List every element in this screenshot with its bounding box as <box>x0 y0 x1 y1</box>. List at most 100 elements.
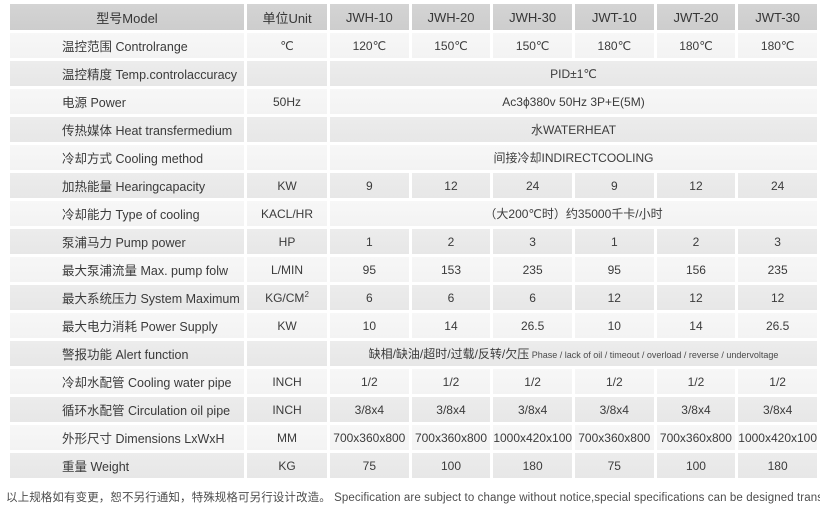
row-label: 温控精度 Temp.controlaccuracy <box>10 61 244 86</box>
value-cell: 3 <box>493 229 572 254</box>
value-cell: 6 <box>411 285 491 310</box>
value-cell: 1/2 <box>330 369 409 394</box>
value-cell: 75 <box>330 453 409 478</box>
spec-row: 外形尺寸 Dimensions LxWxH MM 700x360x800 700x36… <box>10 425 817 450</box>
value-cell: 156 <box>656 257 736 282</box>
merged-value-cell: 缺相/缺油/超时/过载/反转/欠压 Phase / lack of oil / … <box>330 341 817 366</box>
header-cell-jwh-30: JWH-30 <box>493 4 572 30</box>
merged-value-cell: 间接冷却INDIRECTCOOLING <box>330 145 817 170</box>
spec-row: 最大系统压力 System Maximum PressureKG/CM26661… <box>10 285 817 310</box>
spec-row: 传热媒体 Heat transfermedium 水WATERHEAT <box>10 117 817 142</box>
row-label: 最大泵浦流量 Max. pump folw <box>10 257 244 282</box>
value-cell: 2 <box>656 229 736 254</box>
value-cell: 3/8x4 <box>330 397 409 422</box>
merged-value-cell: 水WATERHEAT <box>330 117 817 142</box>
value-cell: 700x360x800 <box>330 425 409 450</box>
row-label: 冷却方式 Cooling method <box>10 145 244 170</box>
value-cell: 150℃ <box>493 33 572 58</box>
value-cell: 24 <box>493 173 572 198</box>
value-cell: 12 <box>656 285 736 310</box>
value-cell: 235 <box>738 257 817 282</box>
spec-row: 泵浦马力 Pump power HP 1 2 3 1 2 3 <box>10 229 817 254</box>
value-cell: 6 <box>330 285 409 310</box>
value-cell: 180℃ <box>574 33 654 58</box>
value-cell: 2 <box>411 229 491 254</box>
row-label: 冷却能力 Type of cooling <box>10 201 244 226</box>
row-label: 警报功能 Alert function <box>10 341 244 366</box>
value-cell: 120℃ <box>330 33 409 58</box>
value-cell: 235 <box>493 257 572 282</box>
unit-cell <box>247 341 327 366</box>
spec-table-header-row: 型号Model 单位Unit JWH-10 JWH-20 JWH-30 JWT-10 JWT… <box>10 4 817 30</box>
row-label: 泵浦马力 Pump power <box>10 229 244 254</box>
value-cell: 26.5 <box>738 313 817 338</box>
header-cell-jwh-20: JWH-20 <box>411 4 491 30</box>
value-cell: 1000x420x1000 <box>493 425 572 450</box>
footer-note-en: Specification are subject to change with… <box>334 492 820 504</box>
unit-cell: HP <box>247 229 327 254</box>
header-cell-unit: 单位Unit <box>247 4 327 30</box>
value-cell: 1/2 <box>493 369 572 394</box>
value-cell: 75 <box>574 453 654 478</box>
row-label: 重量 Weight <box>10 453 244 478</box>
spec-table: 型号Model 单位Unit JWH-10 JWH-20 JWH-30 JWT-10 JWT… <box>7 1 820 481</box>
value-cell: 3/8x4 <box>656 397 736 422</box>
row-label: 最大系统压力 System Maximum Pressure <box>10 285 244 310</box>
value-cell: 3/8x4 <box>493 397 572 422</box>
row-label: 温控范围 Controlrange <box>10 33 244 58</box>
value-cell: 9 <box>330 173 409 198</box>
value-cell: 180℃ <box>738 33 817 58</box>
value-cell: 100 <box>411 453 491 478</box>
footer-note: 以上规格如有变更，恕不另行通知，特殊规格可另行设计改造。 Specificati… <box>6 489 820 505</box>
value-cell: 1 <box>574 229 654 254</box>
unit-cell <box>247 61 327 86</box>
spec-row: 加热能量 Hearingcapacity KW 9 12 24 9 12 24 <box>10 173 817 198</box>
unit-cell: L/MIN <box>247 257 327 282</box>
value-cell: 1/2 <box>574 369 654 394</box>
value-cell: 700x360x800 <box>411 425 491 450</box>
value-cell: 153 <box>411 257 491 282</box>
merged-value-cell: PID±1℃ <box>330 61 817 86</box>
header-cell-jwt-10: JWT-10 <box>574 4 654 30</box>
unit-cell: INCH <box>247 369 327 394</box>
value-cell: 180 <box>493 453 572 478</box>
row-label: 最大电力消耗 Power Supply <box>10 313 244 338</box>
row-label: 传热媒体 Heat transfermedium <box>10 117 244 142</box>
merged-value-cell: Ac3ϕ380v 50Hz 3P+E(5M) <box>330 89 817 114</box>
spec-row: 循环水配管 Circulation oil pipe INCH 3/8x4 3/8x4… <box>10 397 817 422</box>
spec-row: 电源 Power 50Hz Ac3ϕ380v 50Hz 3P+E(5M) <box>10 89 817 114</box>
value-cell: 180℃ <box>656 33 736 58</box>
header-cell-jwh-10: JWH-10 <box>330 4 409 30</box>
row-label: 循环水配管 Circulation oil pipe <box>10 397 244 422</box>
value-cell: 95 <box>330 257 409 282</box>
spec-table-body: 温控范围 Controlrange ℃ 120℃ 150℃ 150℃ 180℃ 180℃ 18… <box>10 33 817 478</box>
value-cell: 180 <box>738 453 817 478</box>
value-cell: 12 <box>656 173 736 198</box>
unit-cell: ℃ <box>247 33 327 58</box>
spec-row: 冷却能力 Type of cooling KACL/HR （大200℃时）约3500… <box>10 201 817 226</box>
value-cell: 26.5 <box>493 313 572 338</box>
unit-cell: KW <box>247 173 327 198</box>
unit-superscript: 2 <box>304 289 309 299</box>
unit-cell: MM <box>247 425 327 450</box>
value-cell: 10 <box>574 313 654 338</box>
value-cell: 1/2 <box>411 369 491 394</box>
value-cell: 3/8x4 <box>411 397 491 422</box>
value-cell: 24 <box>738 173 817 198</box>
unit-cell: KG <box>247 453 327 478</box>
value-cell: 150℃ <box>411 33 491 58</box>
unit-cell: KACL/HR <box>247 201 327 226</box>
merged-value-subtext: Phase / lack of oil / timeout / overload… <box>529 350 779 360</box>
value-cell: 6 <box>493 285 572 310</box>
spec-row: 温控精度 Temp.controlaccuracy PID±1℃ <box>10 61 817 86</box>
spec-row: 冷却方式 Cooling method 间接冷却INDIRECTCOOLING <box>10 145 817 170</box>
value-cell: 3/8x4 <box>738 397 817 422</box>
row-label: 冷却水配管 Cooling water pipe <box>10 369 244 394</box>
unit-cell: KG/CM2 <box>247 285 327 310</box>
value-cell: 1 <box>330 229 409 254</box>
value-cell: 100 <box>656 453 736 478</box>
value-cell: 1/2 <box>738 369 817 394</box>
unit-cell <box>247 145 327 170</box>
value-cell: 700x360x800 <box>656 425 736 450</box>
